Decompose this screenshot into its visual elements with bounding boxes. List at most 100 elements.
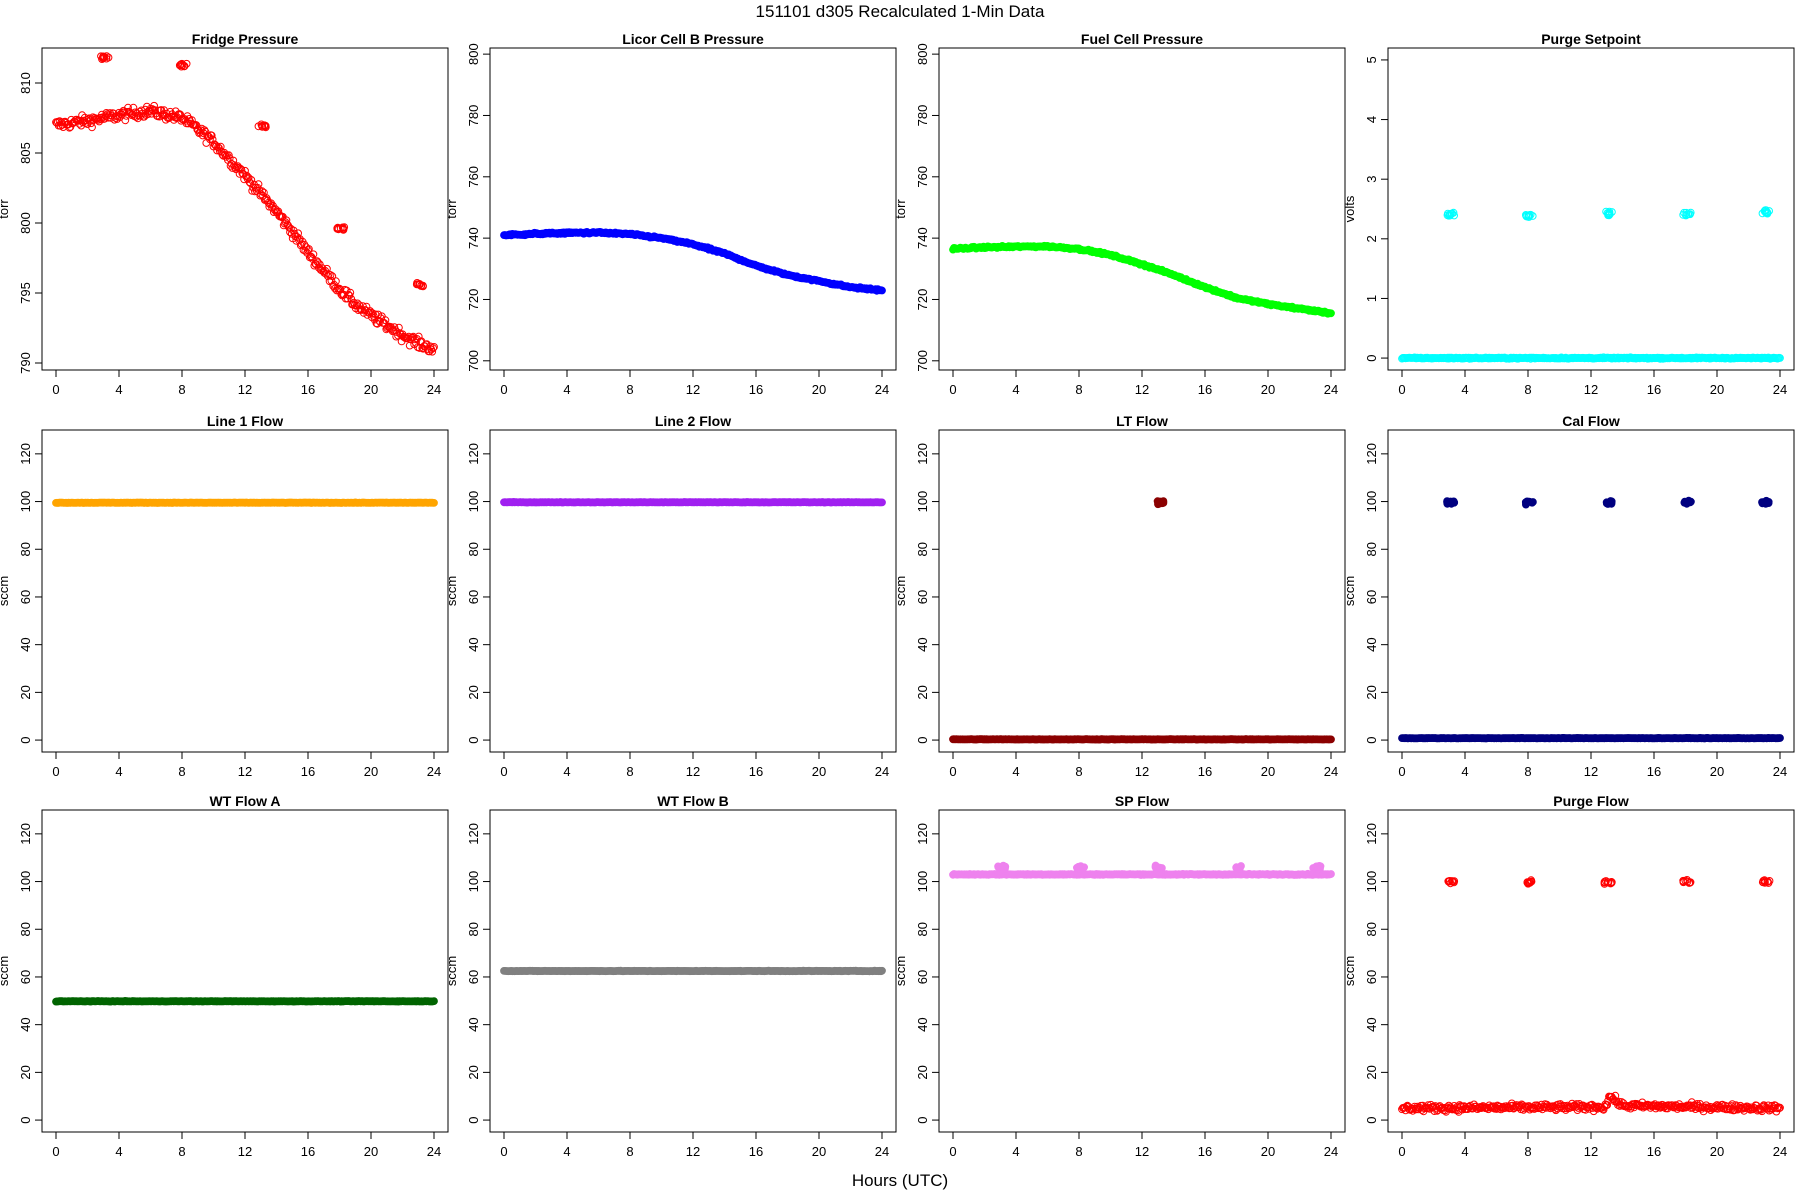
x-tick-label: 4 xyxy=(563,764,570,779)
x-tick-label: 24 xyxy=(875,764,889,779)
data-point xyxy=(216,142,225,151)
panel-title: Purge Flow xyxy=(1553,793,1629,809)
y-tick-label: 100 xyxy=(1364,871,1379,893)
data-point xyxy=(242,171,251,180)
y-tick-label: 20 xyxy=(18,1065,33,1079)
y-tick-label: 0 xyxy=(18,736,33,743)
x-tick-label: 16 xyxy=(1198,764,1212,779)
y-tick-label: 720 xyxy=(466,289,481,311)
data-points xyxy=(52,52,438,356)
y-tick-label: 60 xyxy=(466,590,481,604)
data-point xyxy=(88,123,96,132)
y-axis-label: sccm xyxy=(893,576,908,606)
plot-frame xyxy=(1387,809,1795,1133)
spike-point xyxy=(1605,207,1614,216)
spike-point xyxy=(1764,498,1773,506)
data-points xyxy=(500,498,886,507)
panel-title: Line 1 Flow xyxy=(207,413,283,429)
y-tick-label: 0 xyxy=(18,1116,33,1123)
y-axis-label: torr xyxy=(0,199,11,219)
spike-point xyxy=(1607,499,1616,508)
y-tick-label: 795 xyxy=(18,282,33,304)
x-tick-label: 20 xyxy=(1261,1144,1275,1159)
data-point xyxy=(331,284,339,293)
x-tick-label: 12 xyxy=(686,764,700,779)
panel-title: SP Flow xyxy=(1115,793,1169,809)
y-tick-label: 20 xyxy=(1364,1065,1379,1079)
data-point xyxy=(274,207,283,216)
x-tick-label: 12 xyxy=(686,382,700,397)
x-tick-label: 0 xyxy=(52,382,59,397)
data-point xyxy=(314,258,322,267)
x-tick-label: 16 xyxy=(749,764,763,779)
spike-point xyxy=(177,62,186,71)
x-tick-label: 12 xyxy=(1135,764,1149,779)
data-point xyxy=(430,343,438,351)
x-tick-label: 20 xyxy=(364,382,378,397)
y-axis-label: sccm xyxy=(1342,956,1357,986)
x-tick-label: 8 xyxy=(178,764,185,779)
y-tick-label: 0 xyxy=(466,736,481,743)
y-tick-label: 800 xyxy=(18,212,33,234)
spike-point xyxy=(1522,211,1530,219)
data-point xyxy=(286,228,294,237)
x-tick-label: 4 xyxy=(1012,1144,1019,1159)
y-tick-label: 100 xyxy=(915,491,930,513)
y-tick-label: 80 xyxy=(915,922,930,936)
panel-title: WT Flow A xyxy=(209,793,280,809)
figure-title-station: d305 xyxy=(815,2,854,21)
y-tick-label: 80 xyxy=(466,542,481,556)
x-tick-label: 20 xyxy=(364,764,378,779)
data-point xyxy=(245,178,254,187)
x-tick-label: 16 xyxy=(749,382,763,397)
y-tick-label: 120 xyxy=(915,443,930,465)
panel-title: WT Flow B xyxy=(657,793,729,809)
data-point xyxy=(306,252,315,261)
y-tick-label: 60 xyxy=(915,970,930,984)
data-points xyxy=(949,861,1335,879)
spike-point xyxy=(1682,499,1691,508)
y-tick-label: 40 xyxy=(915,637,930,651)
x-tick-label: 8 xyxy=(178,1144,185,1159)
data-point xyxy=(1327,735,1335,744)
x-tick-label: 16 xyxy=(1198,1144,1212,1159)
spike-point xyxy=(1525,211,1534,220)
plot-frame xyxy=(938,47,1346,371)
data-point xyxy=(270,206,279,215)
spike-point xyxy=(1075,864,1084,872)
y-tick-label: 120 xyxy=(18,443,33,465)
y-tick-label: 120 xyxy=(915,823,930,845)
x-tick-label: 24 xyxy=(875,382,889,397)
y-tick-label: 700 xyxy=(466,350,481,372)
data-point xyxy=(150,101,159,110)
data-point xyxy=(246,179,255,188)
spike-point xyxy=(1686,208,1695,217)
y-tick-label: 0 xyxy=(466,1116,481,1123)
x-tick-label: 0 xyxy=(1398,764,1405,779)
data-point xyxy=(229,156,238,165)
x-tick-label: 0 xyxy=(500,764,507,779)
plot-frame xyxy=(489,429,897,753)
spike-point xyxy=(1524,212,1533,221)
data-point xyxy=(1776,354,1784,362)
y-tick-label: 20 xyxy=(18,685,33,699)
x-tick-label: 20 xyxy=(812,764,826,779)
spike-point xyxy=(1445,211,1453,220)
data-points xyxy=(500,228,886,295)
plot-frame xyxy=(41,809,449,1133)
x-tick-label: 8 xyxy=(1075,764,1082,779)
data-point xyxy=(247,176,256,184)
y-tick-label: 40 xyxy=(18,1017,33,1031)
y-tick-label: 60 xyxy=(1364,970,1379,984)
y-tick-label: 40 xyxy=(1364,637,1379,651)
x-tick-label: 24 xyxy=(1324,764,1338,779)
data-point xyxy=(244,173,253,182)
spike-point xyxy=(1524,498,1533,506)
y-tick-label: 800 xyxy=(466,43,481,65)
data-point xyxy=(878,498,886,507)
y-tick-label: 100 xyxy=(18,871,33,893)
x-tick-label: 12 xyxy=(1584,764,1598,779)
